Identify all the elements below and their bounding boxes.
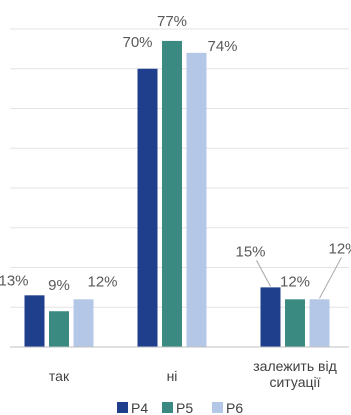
data-label-p6-2: 74%: [207, 38, 237, 55]
data-label-p4-3: 15%: [235, 243, 265, 260]
bar-p4-2: [137, 68, 158, 347]
data-label-p5-1: 9%: [48, 277, 70, 294]
leader-line-p4-3: [256, 260, 271, 287]
legend-swatch-p4: [117, 402, 128, 413]
data-label-p5-3: 12%: [280, 273, 310, 290]
bar-p5-2: [162, 40, 182, 348]
bar-p5-1: [49, 311, 69, 347]
legend-swatch-p6: [212, 402, 223, 413]
bar-p6-2: [186, 52, 207, 347]
category-labels: так ні залежить від ситуації: [49, 358, 337, 390]
data-label-p4-2: 70%: [122, 34, 152, 51]
data-label-p4-1: 13%: [0, 272, 29, 289]
bar-p5-3: [285, 299, 305, 347]
leader-line-p6-3: [319, 257, 342, 299]
legend-label-p6: P6: [226, 400, 243, 415]
data-labels: 13% 9% 12% 70% 77% 74% 15% 12% 12%: [0, 13, 351, 294]
bar-p4-1: [24, 295, 45, 347]
category-label-2: ні: [167, 368, 178, 384]
legend-label-p4: P4: [131, 400, 148, 415]
data-label-p6-1: 12%: [87, 273, 117, 290]
bar-p4-3: [260, 287, 281, 347]
bar-p6-3: [309, 299, 330, 347]
legend-label-p5: P5: [176, 400, 193, 415]
data-label-p6-3: 12%: [328, 240, 351, 257]
leader-lines: [256, 257, 342, 299]
legend: P4 P5 P6: [117, 400, 243, 415]
bars: [24, 40, 330, 348]
legend-swatch-p5: [162, 402, 173, 413]
bar-p6-1: [73, 299, 94, 347]
data-label-p5-2: 77%: [157, 13, 187, 30]
category-label-1: так: [49, 368, 70, 384]
category-label-3: залежить від ситуації: [253, 358, 337, 390]
